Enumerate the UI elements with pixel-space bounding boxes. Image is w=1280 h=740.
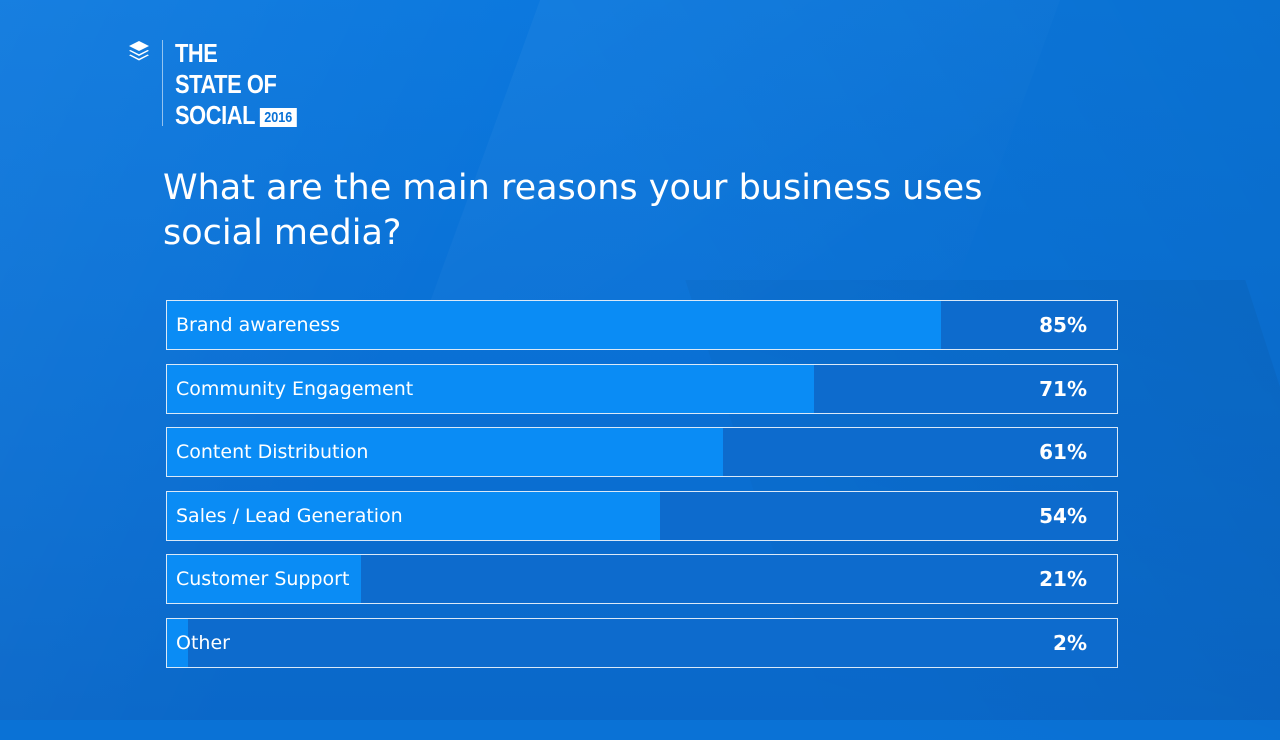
bar-brand-awareness (167, 301, 941, 349)
bar-row-content-distribution: Content Distribution 61% (166, 427, 1118, 477)
logo-line-state-of: STATE OF (175, 69, 277, 99)
bar-label: Brand awareness (176, 314, 341, 336)
bar-row-customer-support: Customer Support 21% (166, 554, 1118, 604)
bar-label: Other (176, 632, 230, 654)
bar-sales-lead-generation (167, 492, 660, 540)
logo-line-the: THE (175, 38, 218, 68)
bar-label: Sales / Lead Generation (176, 505, 403, 527)
bar-customer-support (167, 555, 361, 603)
bar-label: Content Distribution (176, 441, 369, 463)
bar-value-label: 71% (1039, 377, 1087, 401)
bar-label: Community Engagement (176, 378, 414, 400)
bar-value-label: 61% (1039, 440, 1087, 464)
bar-other (167, 619, 188, 667)
logo-wordmark: THE STATE OF SOCIAL 2016 (175, 38, 297, 131)
buffer-layers-icon (129, 41, 149, 61)
bar-row-community-engagement: Community Engagement 71% (166, 364, 1118, 414)
logo-divider (162, 40, 163, 126)
bar-label: Customer Support (176, 568, 350, 590)
logo-line-social: SOCIAL 2016 (175, 100, 297, 131)
bar-row-other: Other 2% (166, 618, 1118, 668)
bar-row-brand-awareness: Brand awareness 85% (166, 300, 1118, 350)
bar-value-label: 21% (1039, 567, 1087, 591)
bar-row-sales-lead-generation: Sales / Lead Generation 54% (166, 491, 1118, 541)
bar-chart: Brand awareness 85% Community Engagement 71… (166, 300, 1118, 670)
chart-title: What are the main reasons your business … (163, 168, 983, 253)
bar-value-label: 85% (1039, 313, 1087, 337)
logo-year-badge: 2016 (260, 108, 297, 127)
bar-community-engagement (167, 365, 814, 413)
bar-value-label: 54% (1039, 504, 1087, 528)
bar-value-label: 2% (1053, 631, 1087, 655)
logo-social-text: SOCIAL (175, 100, 255, 130)
bar-content-distribution (167, 428, 723, 476)
